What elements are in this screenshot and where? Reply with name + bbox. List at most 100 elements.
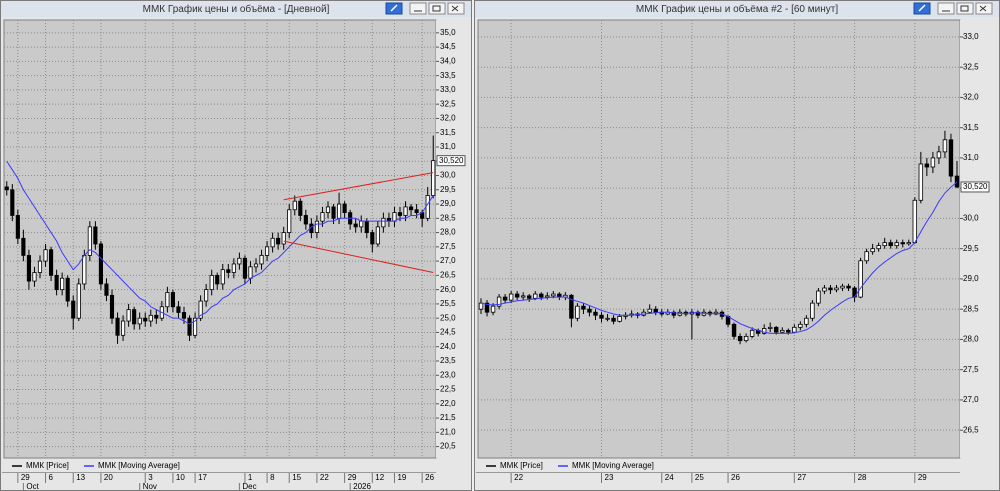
candle-body [888,242,893,247]
y-tick-label: 31,5 [963,123,979,132]
y-tick-label: 28,5 [440,213,456,222]
restore-button[interactable] [956,2,974,15]
y-tick-label: 32,5 [963,62,979,71]
candle-body [858,260,863,298]
minimize-button[interactable] [409,2,427,15]
candle-body [816,290,821,304]
candle-body [121,320,126,336]
candle-body [828,287,833,291]
candle-body [265,246,270,256]
candle-body [798,323,803,328]
y-tick-label: 25,5 [440,299,456,308]
candle-body [846,285,851,289]
candle-body [780,329,785,333]
candle-body [912,199,918,244]
candle-body [900,242,905,245]
candle-body [484,302,490,313]
close-button[interactable] [975,2,993,15]
candle-body [545,295,550,298]
moving-average-line [6,160,434,325]
candle-body [924,163,930,168]
candle-body [314,220,319,233]
x-tick-label: 10 [176,473,185,482]
plot-area [477,19,961,459]
minimize-button[interactable] [937,2,955,15]
last-price-label: 30,520 [963,182,988,191]
y-tick-label: 32,5 [440,99,456,108]
x-tick-label: 22 [320,473,329,482]
x-tick-label: 15 [292,473,301,482]
candle-body [768,326,773,329]
candle-body [26,255,31,282]
candle-body [918,163,924,201]
candle-body [496,296,502,307]
close-icon [979,5,987,12]
candle-body [392,212,397,222]
candle-body [502,296,508,301]
candle-body [822,287,827,292]
candle-body [287,209,292,233]
candle-body [215,274,220,285]
close-icon [451,5,459,12]
candle-body [109,294,115,319]
y-tick-label: 26,5 [440,270,456,279]
x-tick-label: 29 [918,473,927,482]
last-price-label: 30,520 [439,156,464,165]
last-price-tag [960,181,990,193]
y-tick-label: 25,0 [440,313,456,322]
y-tick-label: 33,5 [440,71,456,80]
candle-body [37,260,43,273]
candle-body [527,295,532,299]
candle-body [82,255,87,285]
candle-body [143,317,148,322]
candle-body [242,257,247,279]
y-tick-label: 34,0 [440,56,456,65]
y-tick-label: 24,5 [440,328,456,337]
y-tick-label: 24,0 [440,342,456,351]
y-tick-label: 22,5 [440,385,456,394]
period-label: Oct [26,482,39,491]
x-tick-label: 20 [104,473,113,482]
close-button[interactable] [447,2,465,15]
y-tick-label: 26,0 [440,285,456,294]
candle-body [514,293,520,298]
candle-body [43,249,48,262]
candle-body [533,293,538,299]
x-tick-label: 1 [248,473,253,482]
candle-body [671,311,677,316]
candle-body [894,242,899,247]
candle-body [93,226,98,245]
y-tick-label: 31,5 [440,128,456,137]
candle-body [298,200,303,216]
candle-body [381,217,386,228]
candle-body [520,295,526,298]
y-tick-label: 29,5 [963,244,979,253]
candle-body [403,206,408,216]
period-label: 2026 [353,482,371,491]
candle-body [397,212,403,216]
candle-body [220,269,225,285]
candle-body [303,215,308,225]
candle-body [353,223,358,228]
x-tick-label: 8 [270,473,275,482]
trend-line [283,240,434,274]
candle-body [331,206,336,219]
x-tick-label: 28 [858,473,867,482]
candle-body [882,242,887,247]
candle-body [948,139,954,177]
y-tick-label: 29,5 [440,185,456,194]
candle-body [226,269,231,273]
candle-body [10,189,15,216]
restore-button[interactable] [428,2,446,15]
x-tick-label: 24 [665,473,674,482]
candle-body [148,314,153,322]
x-tick-label: 23 [605,473,614,482]
candle-body [253,263,259,268]
candle-body [71,300,76,319]
candle-body [65,277,70,302]
candle-body [954,175,960,188]
pin-icon [390,4,398,12]
candle-body [876,245,881,250]
candle-body [840,285,845,289]
